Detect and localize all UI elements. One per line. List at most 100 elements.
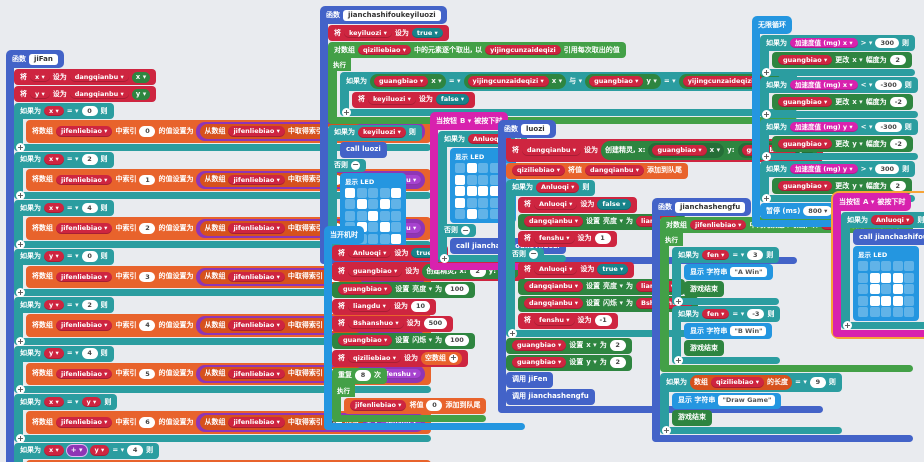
dropdown-=[interactable]: = ▾: [732, 309, 745, 318]
number-input[interactable]: 10: [410, 301, 430, 312]
pill-y[interactable]: y ▾: [44, 348, 64, 359]
led-display-block[interactable]: 显示 LED: [853, 246, 919, 321]
add-icon[interactable]: +: [674, 356, 683, 365]
pill-x[interactable]: x ▾: [44, 445, 64, 456]
add-icon[interactable]: +: [16, 336, 25, 346]
call-block[interactable]: call luozi: [340, 141, 387, 158]
pill-y[interactable]: y ▾: [89, 445, 110, 456]
pill-guangbiao[interactable]: guangbiao ▾: [338, 335, 393, 346]
c-block-header[interactable]: 重复 8 次: [332, 367, 387, 384]
led-cell[interactable]: [858, 307, 868, 317]
led-cell[interactable]: [489, 209, 500, 219]
dropdown-=[interactable]: = ▾: [66, 155, 79, 163]
number-input[interactable]: 5: [139, 368, 156, 379]
collapse-icon[interactable]: −: [461, 225, 470, 235]
pill-jifenliebiao[interactable]: jifenliebiao ▾: [56, 174, 113, 185]
add-icon[interactable]: +: [662, 425, 671, 435]
pill-x[interactable]: x ▾: [44, 396, 64, 408]
led-cell[interactable]: [489, 197, 500, 208]
led-cell[interactable]: [904, 284, 914, 294]
number-input[interactable]: 2: [889, 180, 906, 192]
number-input[interactable]: 4: [127, 445, 144, 456]
add-icon[interactable]: +: [508, 328, 517, 338]
pill-加速度值 (mg) x[interactable]: 加速度值 (mg) x ▾: [790, 37, 858, 49]
add-icon[interactable]: +: [449, 353, 459, 363]
pill-jifenliebiao[interactable]: jifenliebiao ▾: [690, 219, 747, 231]
function-name-input[interactable]: jianchashifoukeyiluozi: [343, 9, 441, 21]
dropdown-x[interactable]: x ▾: [551, 76, 563, 85]
event-header[interactable]: 当按钮 A ▾ 被按下时: [833, 193, 912, 211]
led-cell[interactable]: [858, 295, 868, 306]
dropdown-=[interactable]: = ▾: [66, 300, 79, 309]
led-cell[interactable]: [881, 284, 891, 294]
event-header[interactable]: 无限循环: [752, 16, 792, 34]
pill-guangbiao[interactable]: guangbiao ▾: [348, 266, 403, 277]
pill-加速度值 (mg) y[interactable]: 加速度值 (mg) y ▾: [790, 121, 858, 133]
add-icon[interactable]: +: [16, 142, 25, 152]
dropdown-+[interactable]: + ▾: [70, 446, 83, 454]
pill-Anluoqi[interactable]: Anluoqi ▾: [348, 247, 392, 259]
statement-block[interactable]: 将 qiziliebiao ▾ 设为 空数组 +: [332, 349, 469, 367]
pill-jifenliebiao[interactable]: jifenliebiao ▾: [228, 320, 285, 331]
function-header[interactable]: 函数 luozi: [498, 120, 556, 138]
pill-yijingcunzaideqizi[interactable]: yijingcunzaideqizi ▾: [682, 76, 764, 87]
number-input[interactable]: 3: [139, 271, 156, 282]
number-input[interactable]: 2: [609, 357, 626, 368]
pill-guangbiao[interactable]: guangbiao ▾: [652, 145, 707, 156]
led-cell[interactable]: [379, 199, 390, 209]
pill-dangqianbu[interactable]: dangqianbu ▾: [585, 165, 645, 176]
function-name-input[interactable]: jianchashengfu: [675, 201, 746, 213]
c-block-header[interactable]: 如果为 y ▾ = ▾ 2 则: [14, 297, 114, 313]
pill-guangbiao[interactable]: guangbiao ▾: [512, 357, 567, 368]
dropdown-x[interactable]: x ▾: [135, 72, 147, 81]
number-input[interactable]: 2: [139, 223, 156, 234]
pause-block[interactable]: 暂停 (ms) 800 ▾: [760, 203, 839, 219]
pill-dangqianbu[interactable]: dangqianbu ▾: [69, 88, 129, 100]
c-block-header[interactable]: 如果为 加速度值 (mg) y ▾ > ▾ 300 则: [760, 161, 916, 177]
c-block-header[interactable]: 如果为 x ▾ = ▾ 2 则: [14, 151, 114, 168]
led-cell[interactable]: [478, 186, 488, 196]
dropdown-=[interactable]: = ▾: [112, 446, 125, 454]
led-cell[interactable]: [869, 284, 880, 294]
statement-block[interactable]: 将 Anluoqi ▾ 设为 true ▾: [332, 245, 449, 261]
dropdown-+[interactable]: + ▾: [365, 417, 378, 426]
call-block[interactable]: call jianchashifoukeyiluozi: [853, 229, 924, 245]
pill-Anluoqi[interactable]: Anluoqi ▾: [534, 199, 578, 210]
function-header[interactable]: 函数 jiFan: [6, 50, 64, 68]
add-icon[interactable]: +: [16, 288, 25, 297]
led-cell[interactable]: [881, 307, 891, 317]
number-input[interactable]: 6: [139, 417, 156, 428]
pill-y[interactable]: y ▾: [44, 299, 64, 311]
dropdown-=[interactable]: = ▾: [66, 252, 79, 260]
dropdown-x[interactable]: x ▾: [709, 145, 721, 154]
number-input[interactable]: 4: [81, 348, 98, 359]
led-cell[interactable]: [892, 295, 903, 306]
led-cell[interactable]: [455, 163, 465, 173]
led-cell[interactable]: [356, 210, 367, 221]
pill-keyiluozi[interactable]: keyiluozi ▾: [358, 127, 406, 138]
led-cell[interactable]: [466, 186, 477, 196]
pill-Bshanshuo[interactable]: Bshanshuo ▾: [348, 318, 404, 329]
led-cell[interactable]: [345, 199, 355, 209]
add-icon[interactable]: +: [674, 297, 683, 306]
call-block[interactable]: 调用 jiFen: [506, 371, 554, 388]
function-name-input[interactable]: luozi: [521, 123, 550, 135]
add-icon[interactable]: +: [16, 433, 25, 443]
collapse-icon[interactable]: −: [351, 160, 360, 170]
statement-block[interactable]: guangbiao ▾ 更改 x ▾ 幅度为 2: [772, 52, 912, 68]
dropdown-=[interactable]: = ▾: [663, 76, 676, 85]
number-input[interactable]: -2: [889, 138, 907, 150]
dropdown-y[interactable]: y ▾: [852, 139, 863, 148]
pill-y[interactable]: y ▾: [30, 88, 50, 100]
pill-jifenliebiao[interactable]: jifenliebiao ▾: [56, 271, 113, 282]
statement-block[interactable]: guangbiao ▾ 设置 闪烁 ▾ 为 100: [332, 332, 475, 349]
pill-liangdu[interactable]: liangdu ▾: [348, 301, 391, 312]
pill-Anluoqi[interactable]: Anluoqi ▾: [468, 133, 512, 145]
dropdown-x[interactable]: x ▾: [586, 341, 597, 349]
dropdown-y[interactable]: y ▾: [586, 358, 597, 366]
pill-fenshu[interactable]: fenshu ▾: [534, 315, 575, 326]
c-block-header[interactable]: 如果为 x ▾ + ▾ y ▾ = ▾ 4 则: [14, 442, 160, 459]
string-input[interactable]: "B Win": [730, 325, 767, 337]
number-input[interactable]: 2: [81, 154, 98, 165]
